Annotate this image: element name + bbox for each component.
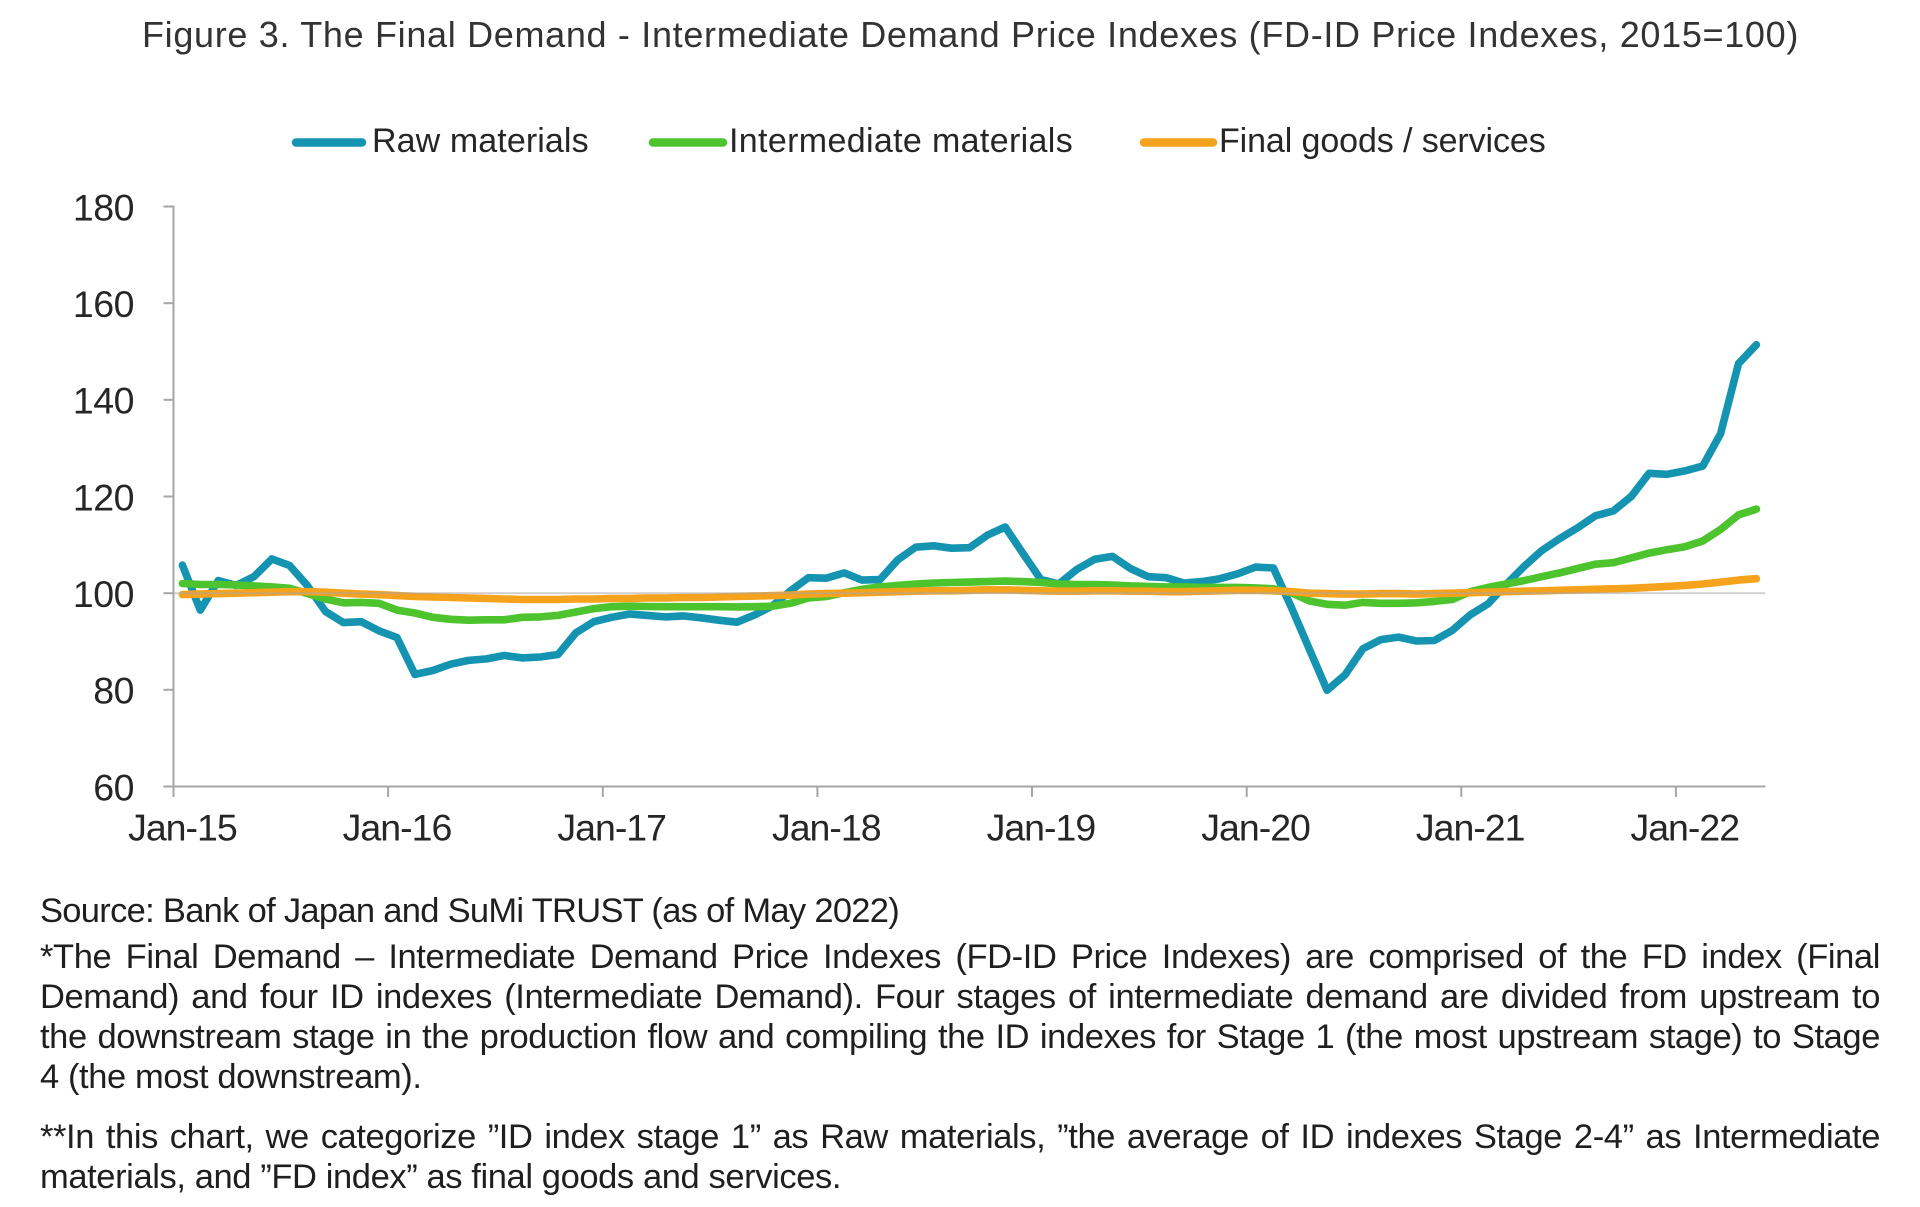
- svg-text:Raw materials: Raw materials: [372, 122, 589, 160]
- svg-text:Jan-22: Jan-22: [1630, 807, 1739, 849]
- svg-text:Final goods / services: Final goods / services: [1219, 122, 1546, 160]
- svg-text:100: 100: [73, 573, 134, 615]
- svg-text:Jan-18: Jan-18: [772, 807, 881, 849]
- svg-text:Intermediate materials: Intermediate materials: [729, 122, 1073, 160]
- svg-text:140: 140: [73, 380, 134, 422]
- svg-text:Jan-16: Jan-16: [343, 807, 452, 849]
- svg-text:120: 120: [73, 476, 134, 518]
- svg-text:60: 60: [93, 766, 134, 808]
- svg-text:180: 180: [73, 186, 134, 228]
- svg-text:160: 160: [73, 283, 134, 325]
- svg-text:Jan-21: Jan-21: [1416, 807, 1525, 849]
- svg-text:Jan-17: Jan-17: [557, 807, 666, 849]
- svg-text:Jan-19: Jan-19: [987, 807, 1096, 849]
- svg-text:Jan-15: Jan-15: [128, 807, 237, 849]
- svg-text:80: 80: [93, 670, 134, 712]
- svg-text:Jan-20: Jan-20: [1201, 807, 1310, 849]
